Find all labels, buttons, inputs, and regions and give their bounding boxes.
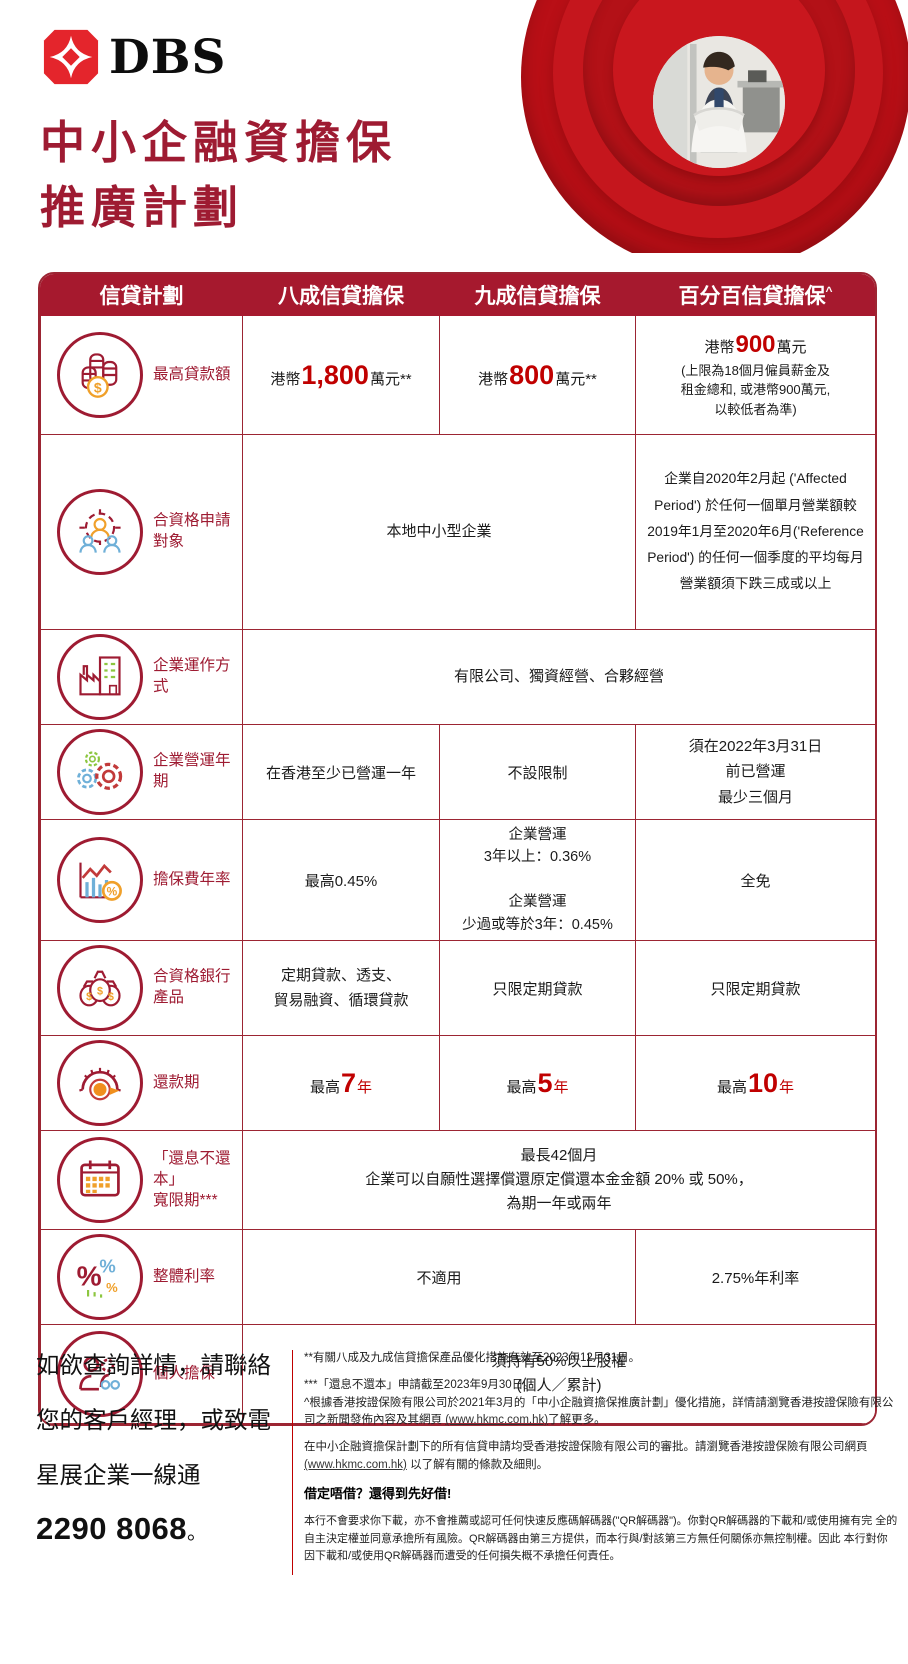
cell-products-100: 只限定期貸款: [635, 940, 875, 1037]
row-label-tenor: 還款期: [153, 1073, 200, 1091]
footnotes-block: **有關八成及九成信貸擔保產品優化措施有效至2023年12月31日。 ***「還…: [292, 1350, 898, 1575]
contact-block: 如欲查詢詳情，請聯絡 您的客戶經理，或致電 星展企業一線通 2290 8068。: [36, 1346, 296, 1568]
table-row-years: 企業營運年期 在香港至少已營運一年 不設限制 須在2022年3月31日 前已營運…: [40, 724, 875, 820]
hkmc-link-2[interactable]: (www.hkmc.com.hk): [304, 1459, 407, 1472]
column-header-90pct: 九成信貸擔保: [439, 274, 636, 316]
svg-text:$: $: [94, 379, 102, 395]
table-row-tenor: 還款期 最高7年 最高5年 最高10年: [40, 1035, 875, 1132]
cell-max-loan-90: 港幣800萬元**: [439, 315, 636, 435]
svg-text:%: %: [77, 1261, 102, 1292]
cell-tenor-90: 最高5年: [439, 1035, 636, 1132]
cell-applicants-100: 企業自2020年2月起 ('Affected Period') 於任何一個單月營…: [635, 434, 875, 630]
svg-text:%: %: [107, 885, 118, 899]
footnote-1: **有關八成及九成信貸擔保產品優化措施有效至2023年12月31日。: [304, 1352, 641, 1364]
percent-icon: % % %: [57, 1234, 143, 1321]
cell-products-80: 定期貸款、透支、 貿易融資、循環貸款: [242, 940, 440, 1037]
gauge-icon: [57, 1040, 143, 1127]
row-label-products: 合資格銀行產品: [153, 968, 231, 1007]
row-label-holiday: 「還息不還本」 寬限期***: [153, 1149, 231, 1209]
hotline-number: 2290 8068。: [36, 1511, 208, 1546]
hkmc-link-1[interactable]: (www.hkmc.com.hk): [445, 1414, 549, 1427]
borrow-warning: 借定唔借？還得到先好借!: [304, 1485, 452, 1501]
people-icon: [57, 1331, 143, 1418]
row-label-operation: 企業運作方式: [153, 657, 231, 695]
table-row-products: $ $ $ 合資格銀行產品 定期貸款、透支、 貿易融資、循環貸款 只限定期貸款 只限…: [40, 940, 875, 1037]
cell-fee-100: 全免: [635, 818, 875, 942]
svg-text:%: %: [99, 1256, 115, 1277]
svg-text:$: $: [97, 986, 103, 998]
credit-plan-table: 信貸計劃 八成信貸擔保 九成信貸擔保 百分百信貸擔保^ $: [38, 272, 877, 1427]
column-header-plan: 信貸計劃: [40, 274, 243, 316]
cell-tenor-80: 最高7年: [242, 1035, 440, 1132]
table-row-operation: 企業運作方式 有限公司、獨資經營、合夥經營: [40, 629, 875, 725]
row-label-applicants: 合資格申請對象: [153, 512, 231, 550]
cell-max-loan-80: 港幣1,800萬元**: [242, 315, 440, 435]
cell-holiday-merged: 最長42個月 企業可以自願性選擇償還原定償還本金金額 20% 或 50%， 為期…: [242, 1130, 875, 1231]
chart-percent-icon: %: [57, 837, 143, 924]
table-row-rate: % % % 整體利率 不適用 2.75%年利率: [40, 1229, 875, 1326]
qr-disclaimer: 本行不會要求你下載，亦不會推薦或認可任何快速反應碼解碼器("QR解碼器")。你對…: [304, 1515, 898, 1563]
column-header-100pct: 百分百信貸擔保^: [635, 274, 875, 316]
table-row-holiday: 「還息不還本」 寬限期*** 最長42個月 企業可以自願性選擇償還原定償還本金金…: [40, 1130, 875, 1231]
cell-fee-90: 企業營運 3年以上：0.36% 企業營運 少過或等於3年：0.45%: [439, 818, 636, 942]
cell-products-90: 只限定期貸款: [439, 940, 636, 1037]
row-label-max-loan: 最高貸款額: [153, 365, 231, 383]
page-title: 中小企融資擔保 推廣計劃: [40, 110, 397, 241]
cell-max-loan-100: 港幣900萬元 (上限為18個月僱員薪金及 租金總和, 或港幣900萬元, 以較…: [635, 315, 875, 435]
gears-icon: [57, 729, 143, 815]
table-row-applicants: 合資格申請對象 本地中小型企業 企業自2020年2月起 ('Affected P…: [40, 434, 875, 630]
cell-years-100: 須在2022年3月31日 前已營運 最少三個月: [635, 724, 875, 820]
dbs-logo: DBS: [42, 28, 226, 86]
title-line2: 推廣計劃: [40, 181, 245, 235]
hero-graphic: [513, 0, 908, 253]
cell-years-90: 不設限制: [439, 724, 636, 820]
cell-operation-merged: 有限公司、獨資經營、合夥經營: [242, 629, 875, 725]
svg-text:$: $: [108, 991, 114, 1003]
row-label-years: 企業營運年期: [153, 752, 231, 790]
footnote-marker-caret: ^: [825, 284, 833, 298]
cell-rate-merged: 不適用: [242, 1229, 636, 1326]
title-line1: 中小企融資擔保: [40, 116, 398, 169]
row-label-guarantee: 個人擔保: [153, 1364, 216, 1382]
cell-tenor-100: 最高10年: [635, 1035, 875, 1132]
footnote-3: ^根據香港按證保險有限公司於2021年3月的「中小企融資擔保推廣計劃」優化措施，…: [304, 1396, 894, 1427]
cell-years-80: 在香港至少已營運一年: [242, 724, 440, 820]
cell-fee-80: 最高0.45%: [242, 818, 440, 942]
row-label-fee: 擔保費年率: [153, 870, 231, 888]
table-row-fee: % 擔保費年率 最高0.45% 企業營運 3年以上：0.36% 企業營運 少過或…: [40, 818, 875, 942]
businessman-photo: [653, 36, 785, 168]
coins-icon: $: [57, 332, 143, 418]
money-bags-icon: $ $ $: [57, 945, 143, 1032]
footnote-4: 在中小企融資擔保計劃下的所有信貸申請均受香港按證保險有限公司的審批。請瀏覽香港按…: [304, 1441, 868, 1472]
contact-line1: 如欲查詢詳情，請聯絡: [36, 1351, 271, 1379]
cell-applicants-merged: 本地中小型企業: [242, 434, 636, 630]
factory-icon: [57, 634, 143, 720]
table-row-max-loan: $ 最高貸款額 港幣1,800萬元** 港幣800萬元** 港幣900萬元 (上…: [40, 315, 875, 435]
row-label-rate: 整體利率: [153, 1267, 216, 1285]
cell-guarantee-merged: 須持有50%以上股權 (個人／累計): [242, 1324, 875, 1425]
svg-text:%: %: [106, 1281, 118, 1296]
footnote-2: ***「還息不還本」申請截至2023年9月30日。: [304, 1378, 535, 1391]
calendar-icon: [57, 1137, 143, 1224]
contact-line3: 星展企業一線通: [36, 1461, 201, 1489]
table-row-guarantee: 個人擔保 須持有50%以上股權 (個人／累計): [40, 1324, 875, 1425]
cell-rate-100: 2.75%年利率: [635, 1229, 875, 1326]
target-people-icon: [57, 489, 143, 575]
contact-line2: 您的客戶經理，或致電: [36, 1406, 271, 1434]
table-header-row: 信貸計劃 八成信貸擔保 九成信貸擔保 百分百信貸擔保^: [40, 274, 875, 316]
logo-wordmark: DBS: [109, 29, 227, 85]
svg-text:$: $: [86, 991, 92, 1003]
column-header-80pct: 八成信貸擔保: [242, 274, 440, 316]
dbs-lotus-icon: [43, 29, 99, 85]
